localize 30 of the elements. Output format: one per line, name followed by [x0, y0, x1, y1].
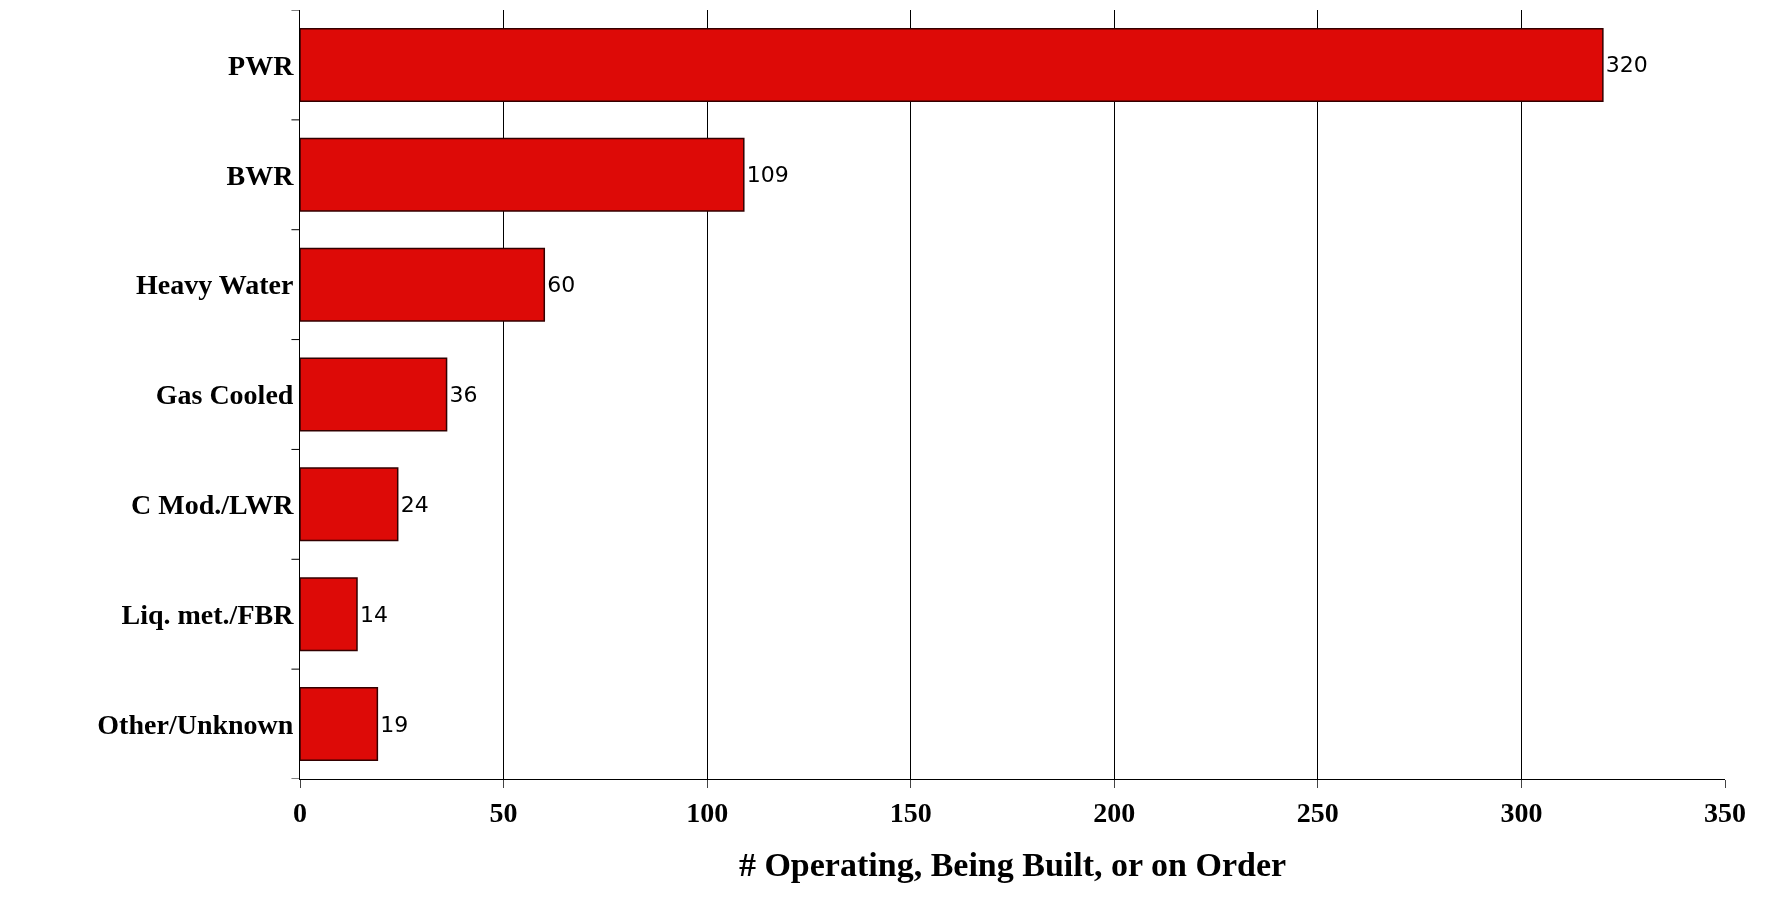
y-tick-label: Gas Cooled	[155, 379, 294, 411]
x-tick-label: 100	[686, 796, 729, 828]
bar	[300, 577, 358, 652]
bar	[300, 467, 399, 542]
x-tick-label: 350	[1704, 796, 1746, 828]
bar	[300, 357, 448, 432]
y-tick-label: BWR	[226, 159, 295, 191]
x-tick-label: 150	[889, 796, 932, 828]
data-label: 60	[547, 272, 576, 298]
data-label: 24	[400, 491, 429, 517]
data-label: 109	[746, 162, 789, 188]
bar	[300, 137, 745, 212]
bar	[300, 27, 1604, 102]
data-label: 36	[449, 382, 478, 407]
y-tick-label: PWR	[228, 49, 295, 81]
x-tick-label: 250	[1296, 796, 1339, 828]
data-label: 19	[380, 711, 409, 737]
y-tick-label: Liq. met./FBR	[121, 599, 295, 631]
y-tick-label: C Mod./LWR	[131, 489, 295, 521]
y-tick-label: Heavy Water	[136, 269, 294, 301]
x-axis-title: # Operating, Being Built, or on Order	[738, 845, 1287, 883]
y-tick-label: Other/Unknown	[97, 708, 294, 740]
x-tick-label: 0	[293, 796, 307, 828]
bar	[300, 247, 546, 322]
bar	[300, 687, 379, 762]
x-tick-label: 200	[1093, 796, 1136, 828]
x-tick-label: 300	[1500, 796, 1543, 828]
data-label: 320	[1605, 52, 1648, 78]
x-tick-label: 50	[489, 796, 518, 828]
data-label: 14	[360, 601, 388, 627]
